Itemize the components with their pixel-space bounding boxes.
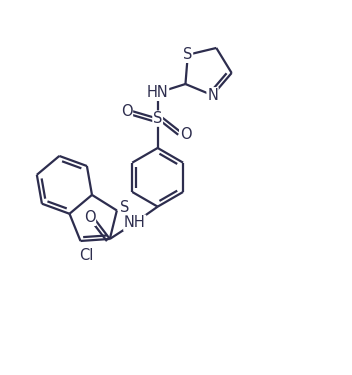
Text: S: S: [153, 111, 162, 126]
Text: O: O: [121, 104, 132, 119]
Text: Cl: Cl: [79, 248, 94, 263]
Text: HN: HN: [147, 85, 169, 100]
Text: S: S: [120, 200, 130, 214]
Text: N: N: [207, 88, 218, 103]
Text: O: O: [180, 127, 191, 142]
Text: NH: NH: [124, 215, 146, 230]
Text: O: O: [84, 210, 95, 225]
Text: S: S: [183, 47, 193, 62]
